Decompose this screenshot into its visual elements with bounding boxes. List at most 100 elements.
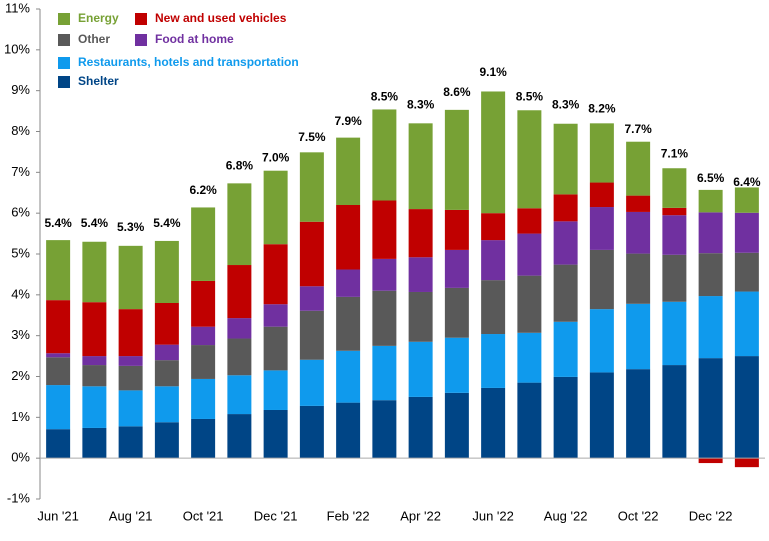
bar-segment <box>82 427 107 459</box>
bar-segment <box>481 280 506 335</box>
bar-segment <box>46 429 71 459</box>
bar-segment <box>626 141 651 196</box>
bar-segment <box>444 392 469 459</box>
bar-segment <box>227 318 252 339</box>
legend-label: New and used vehicles <box>155 11 287 25</box>
bar-segment <box>517 233 542 276</box>
total-label: 7.0% <box>262 151 290 165</box>
bar-segment <box>553 123 578 195</box>
bar-segment <box>517 275 542 333</box>
bar-segment <box>263 304 288 327</box>
legend-swatch <box>58 76 70 88</box>
bar-segment <box>698 189 723 213</box>
x-tick-label: Jun '21 <box>37 508 79 523</box>
bar-segment <box>662 168 687 208</box>
bar-segment <box>517 110 542 209</box>
total-label: 8.6% <box>443 85 471 99</box>
bar-segment <box>517 332 542 383</box>
y-tick-label: -1% <box>7 490 31 505</box>
bar-segment <box>227 375 252 415</box>
bar-segment <box>589 249 614 310</box>
bar-segment <box>336 205 361 270</box>
bar-segment <box>336 350 361 403</box>
bar-segment <box>734 252 759 292</box>
bar-segment <box>698 296 723 359</box>
bar-segment <box>408 123 433 210</box>
total-label: 5.4% <box>81 216 109 230</box>
y-tick-label: 0% <box>11 450 30 465</box>
bar-segment <box>263 370 288 410</box>
total-label: 8.5% <box>371 89 399 103</box>
bar-segment <box>662 215 687 255</box>
bar-segment <box>481 334 506 388</box>
bar-segment <box>154 344 179 361</box>
bar-segment <box>698 358 723 459</box>
bar-segment <box>626 303 651 370</box>
x-tick-label: Oct '22 <box>618 508 659 523</box>
legend-swatch <box>58 57 70 69</box>
bar-segment <box>408 291 433 342</box>
bar-segment <box>336 137 361 205</box>
bar-segment <box>481 91 506 214</box>
total-label: 5.4% <box>153 216 181 230</box>
bar-segment <box>372 400 397 459</box>
y-tick-label: 6% <box>11 205 30 220</box>
bar-segment <box>444 209 469 250</box>
bar-segment <box>734 187 759 213</box>
bar-segment <box>227 338 252 376</box>
bar-segment <box>372 290 397 346</box>
bar-segment <box>263 244 288 305</box>
bar-segment <box>589 182 614 208</box>
total-label: 7.9% <box>334 114 362 128</box>
bar-segment <box>517 382 542 459</box>
total-label: 8.5% <box>516 89 544 103</box>
y-tick-label: 8% <box>11 123 30 138</box>
bar-segment <box>82 365 107 387</box>
bar-segment <box>372 258 397 291</box>
bar-segment <box>481 387 506 459</box>
bar-segment <box>191 326 216 346</box>
bar-segment <box>154 240 179 303</box>
legend-swatch <box>135 34 147 46</box>
bar-segment <box>154 303 179 345</box>
bar-segment <box>372 200 397 259</box>
bar-segment <box>263 170 288 245</box>
legend-swatch <box>135 13 147 25</box>
legend-label: Shelter <box>78 74 119 88</box>
y-tick-label: 7% <box>11 164 30 179</box>
bar-segment <box>263 326 288 371</box>
bar-segment <box>118 356 143 366</box>
total-label: 6.8% <box>226 159 254 173</box>
bar-segment <box>553 321 578 377</box>
total-label: 7.7% <box>624 122 652 136</box>
bar-segment <box>734 291 759 357</box>
total-label: 6.4% <box>733 175 761 189</box>
bar-segment <box>191 207 216 281</box>
bar-segment <box>46 385 71 430</box>
bar-segment <box>191 280 216 327</box>
legend-swatch <box>58 13 70 25</box>
bar-segment <box>118 365 143 391</box>
legend-label: Energy <box>78 11 119 25</box>
bar-segment <box>299 359 324 406</box>
bar-segment <box>408 396 433 459</box>
bar-segment <box>227 265 252 319</box>
y-tick-label: 10% <box>4 41 30 56</box>
x-tick-label: Aug '21 <box>109 508 153 523</box>
bar-segment <box>553 264 578 322</box>
bar-segment <box>662 365 687 459</box>
bar-segment <box>299 221 324 287</box>
bar-segment <box>118 245 143 310</box>
total-label: 8.2% <box>588 102 616 116</box>
bar-segment <box>82 386 107 428</box>
bar-segment <box>118 309 143 357</box>
legend-swatch <box>58 34 70 46</box>
bar-segment <box>734 212 759 253</box>
bar-segment <box>734 458 759 468</box>
y-tick-label: 1% <box>11 409 30 424</box>
bar-segment <box>408 209 433 258</box>
total-label: 8.3% <box>552 97 580 111</box>
bar-segment <box>154 360 179 387</box>
legend-label: Other <box>78 32 110 46</box>
